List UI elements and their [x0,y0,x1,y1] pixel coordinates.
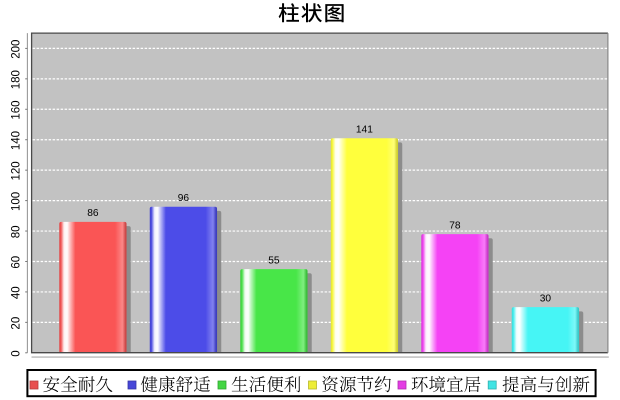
svg-text:20: 20 [11,317,23,330]
svg-text:80: 80 [11,225,23,238]
svg-text:160: 160 [11,100,23,119]
svg-text:40: 40 [11,286,23,299]
svg-text:86: 86 [87,208,99,219]
svg-text:141: 141 [356,124,373,135]
svg-text:180: 180 [11,70,23,89]
svg-text:200: 200 [11,40,23,59]
svg-text:96: 96 [178,193,190,204]
svg-text:140: 140 [11,131,23,150]
svg-text:120: 120 [11,161,23,180]
svg-text:78: 78 [449,220,461,231]
svg-text:55: 55 [268,255,280,266]
svg-text:100: 100 [11,192,23,211]
svg-text:0: 0 [11,350,23,356]
svg-text:60: 60 [11,256,23,269]
svg-text:30: 30 [540,293,552,304]
